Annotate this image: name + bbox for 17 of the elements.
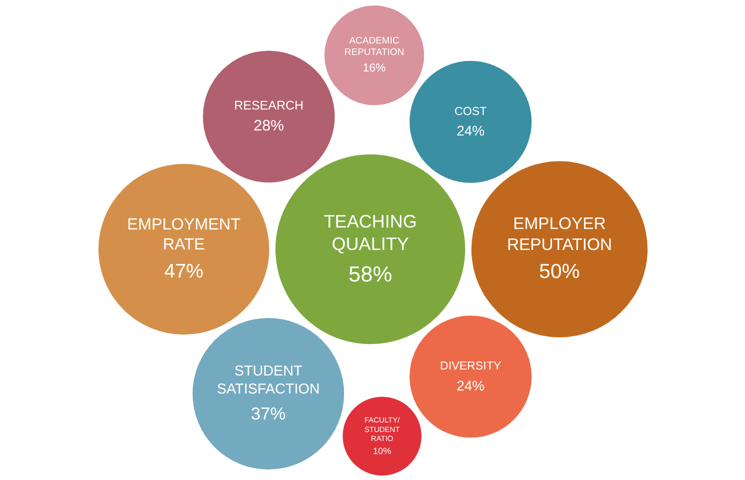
category-label: DIVERSITY xyxy=(440,360,502,373)
data-label: 16% xyxy=(362,62,386,74)
category-label: STUDENT SATISFACTION xyxy=(216,364,320,398)
data-label: 28% xyxy=(254,117,284,134)
data-label: 24% xyxy=(456,122,485,139)
category-label: EMPLOYER REPUTATION xyxy=(506,214,612,254)
data-label: 24% xyxy=(456,377,485,394)
category-label: COST xyxy=(454,104,487,118)
data-label: 47% xyxy=(164,260,204,282)
data-label: 58% xyxy=(348,261,392,286)
category-label: TEACHING QUALITY xyxy=(324,212,417,254)
data-label: 10% xyxy=(372,446,392,456)
category-label: EMPLOYMENT RATE xyxy=(127,215,241,254)
data-label: 37% xyxy=(250,403,286,424)
category-label: ACADEMIC REPUTATION xyxy=(344,35,404,58)
data-label: 50% xyxy=(539,261,580,284)
category-label: RESEARCH xyxy=(234,98,304,112)
